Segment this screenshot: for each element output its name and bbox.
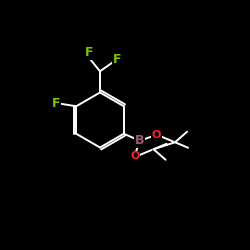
Text: F: F — [113, 53, 121, 66]
Text: F: F — [84, 46, 93, 60]
Text: O: O — [152, 130, 161, 140]
Text: B: B — [134, 134, 144, 147]
Text: O: O — [130, 151, 140, 161]
Text: F: F — [52, 97, 60, 110]
